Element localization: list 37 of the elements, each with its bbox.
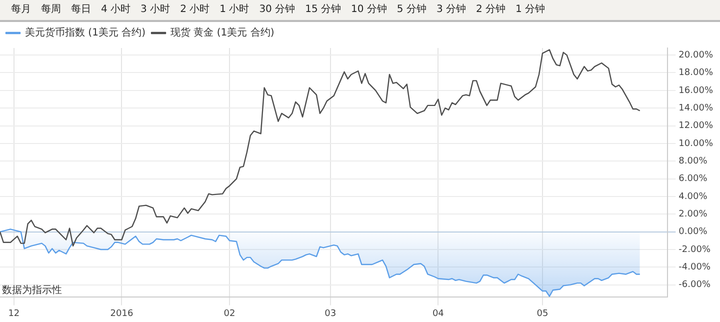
text: 5 分钟: [396, 3, 428, 17]
text: 每月: [10, 3, 32, 17]
legend-label: 现货 黄金 (1美元 合约): [170, 26, 274, 39]
x-tick-label: 12: [8, 308, 20, 319]
legend-label: 美元货币指数 (1美元 合约): [25, 26, 146, 39]
y-tick-label: 12.00%: [678, 121, 714, 132]
x-tick-label: 05: [536, 308, 548, 319]
text: 4 小时: [100, 3, 132, 17]
y-tick-label: 2.00%: [678, 209, 708, 220]
y-tick-label: 6.00%: [678, 174, 708, 184]
text: 1 分钟: [514, 3, 546, 17]
y-tick-label: -4.00%: [678, 262, 711, 272]
y-tick-label: 20.00%: [678, 50, 714, 60]
text: 1 小时: [218, 3, 250, 17]
y-tick-label: 8.00%: [678, 156, 708, 166]
text: 每周: [40, 3, 62, 17]
text: 3 小时: [140, 3, 172, 17]
y-tick-label: -2.00%: [678, 244, 711, 255]
text: 每日: [70, 3, 92, 17]
text: 30 分钟: [258, 3, 296, 17]
x-tick-label: 03: [324, 308, 336, 319]
y-tick-label: 0.00%: [678, 227, 708, 238]
text: 2 分钟: [475, 3, 507, 17]
y-tick-label: 14.00%: [678, 103, 714, 114]
y-tick-label: 4.00%: [678, 192, 708, 202]
text: 10 分钟: [350, 3, 388, 17]
x-tick-label: 02: [224, 308, 236, 319]
text: 15 分钟: [304, 3, 342, 17]
y-tick-label: -6.00%: [678, 280, 711, 290]
y-tick-label: 18.00%: [678, 68, 714, 78]
y-tick-label: 16.00%: [678, 86, 714, 96]
text: 3 分钟: [435, 3, 467, 17]
annotation: 数据为指示性: [2, 284, 62, 296]
x-tick-label: 2016: [110, 308, 134, 319]
y-tick-label: 10.00%: [678, 138, 714, 149]
text: 2 小时: [179, 3, 211, 17]
x-tick-label: 04: [432, 308, 444, 319]
